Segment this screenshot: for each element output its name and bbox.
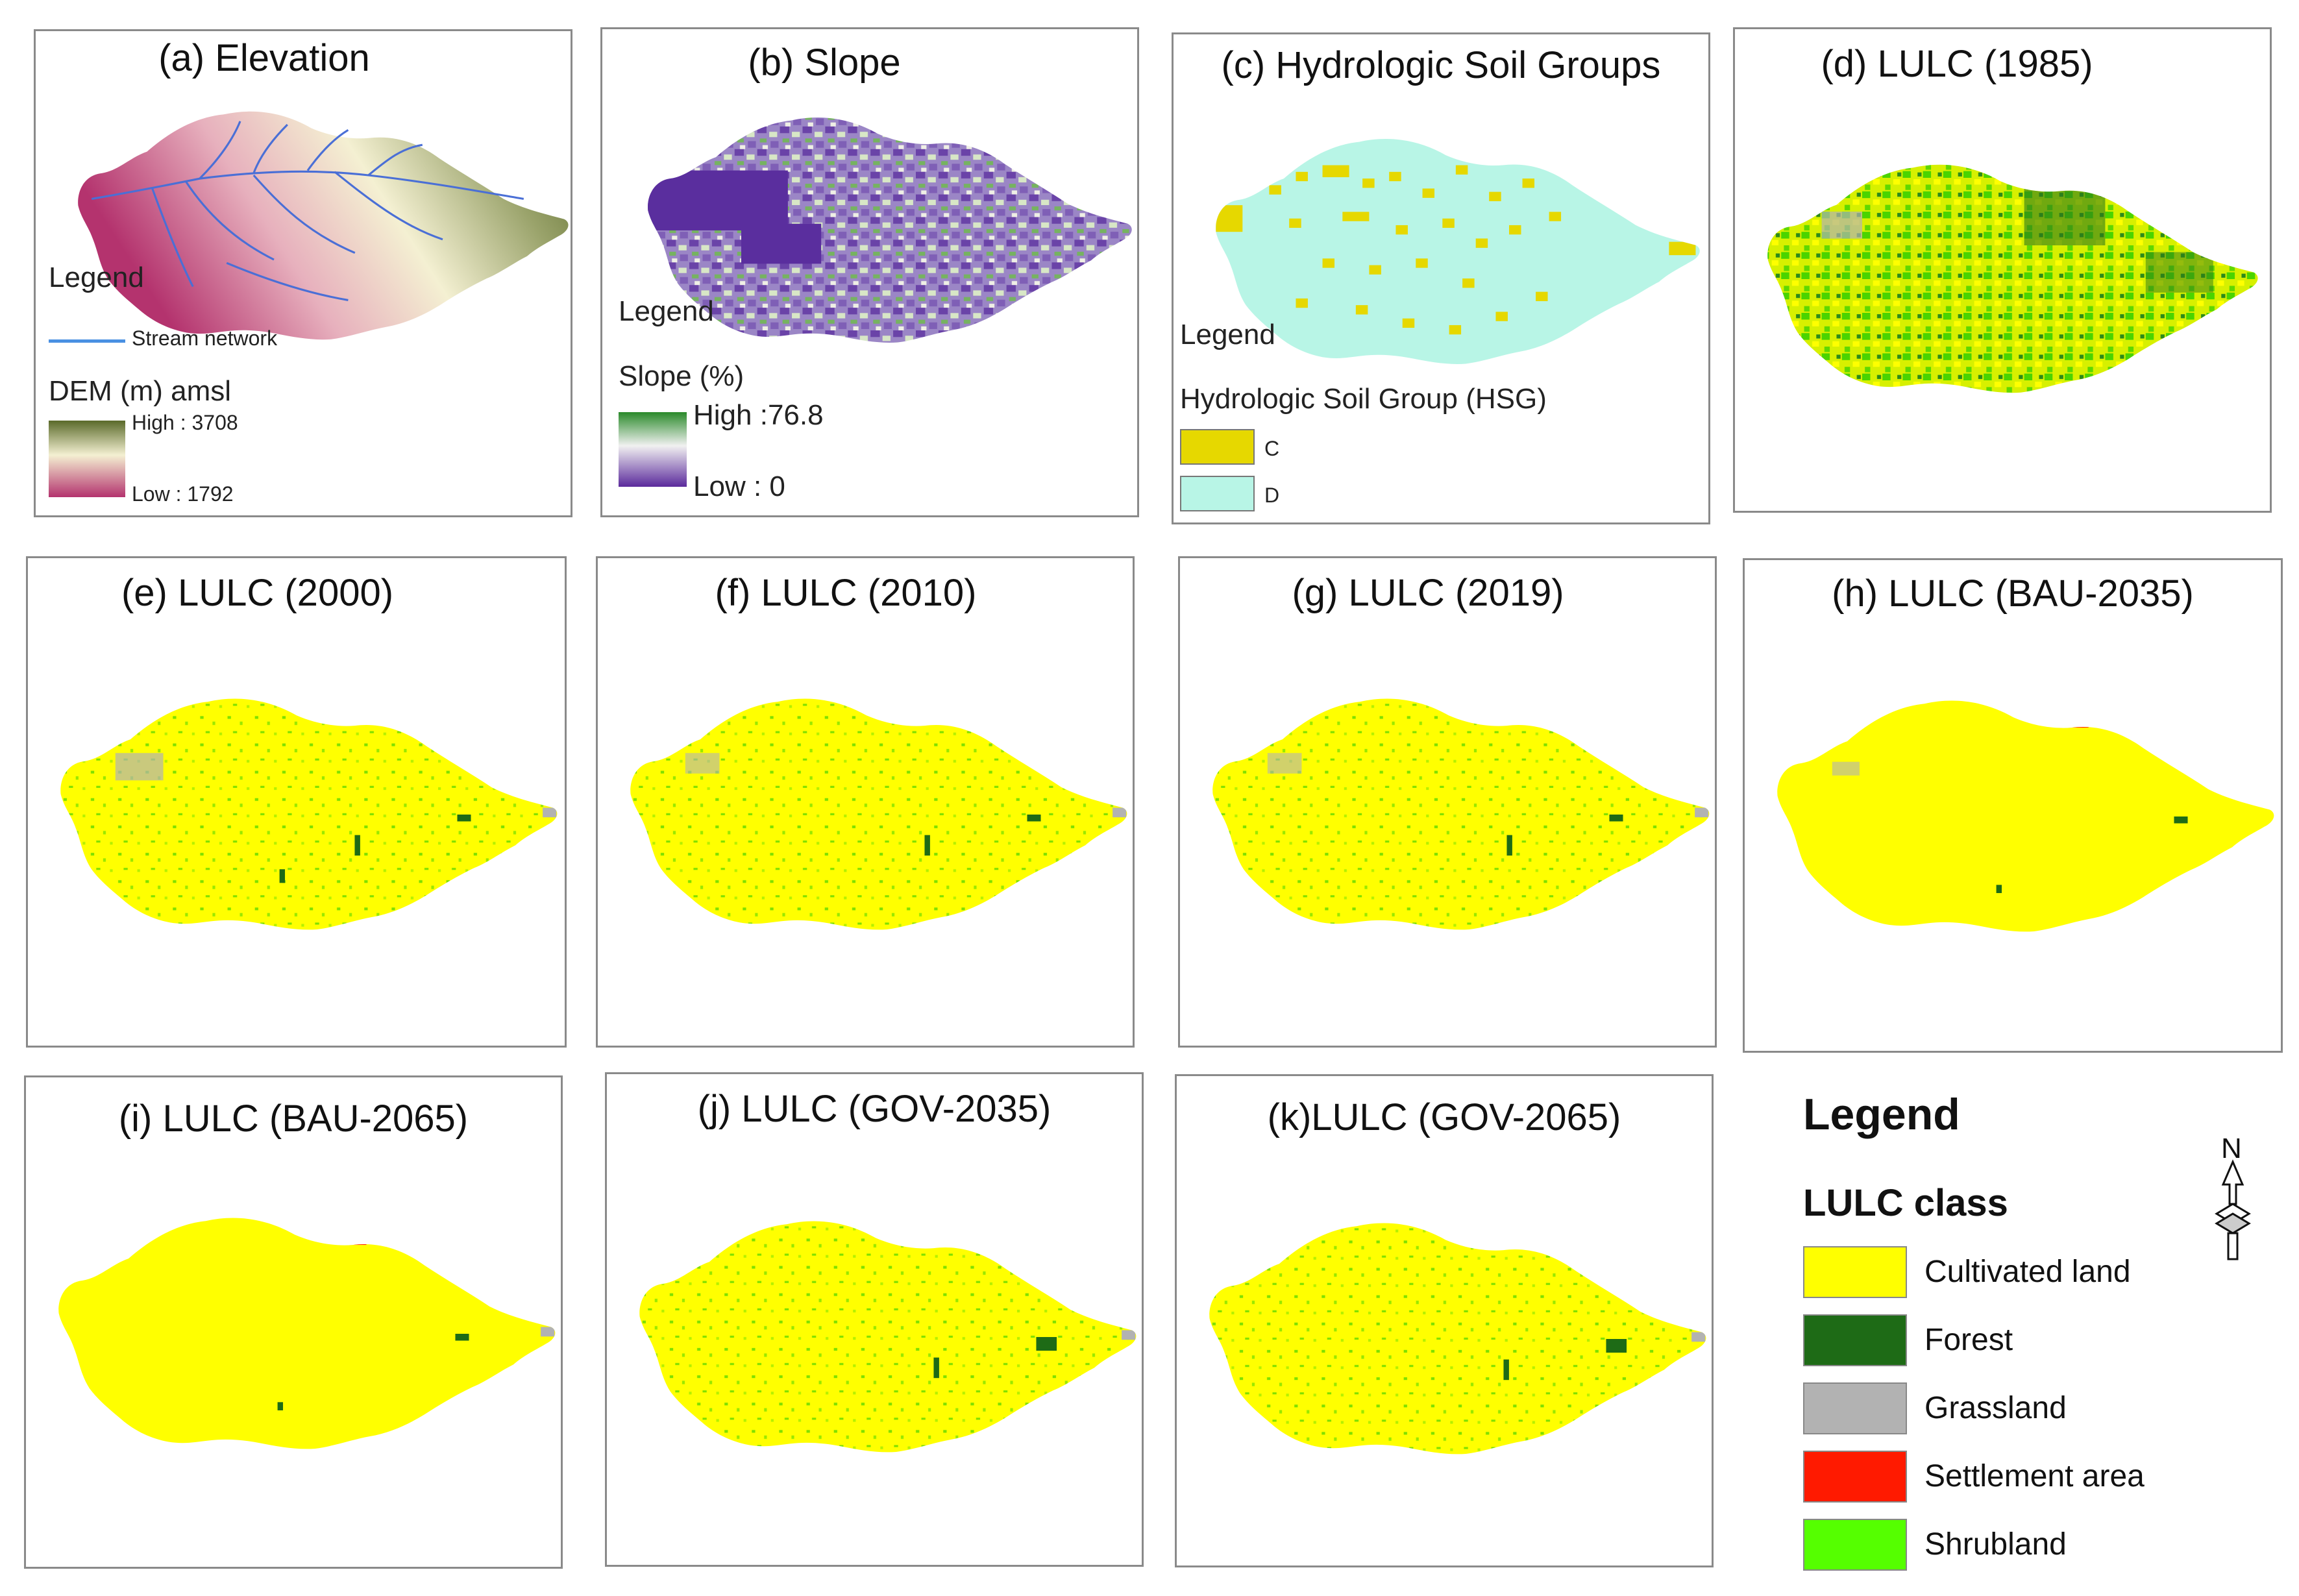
panel-title: (k)LULC (GOV-2065) — [1267, 1096, 1621, 1138]
panel-title: (b) Slope — [748, 42, 901, 84]
panel-title: (j) LULC (GOV-2035) — [697, 1088, 1051, 1130]
lulc-gov-2035-map — [639, 1221, 1137, 1453]
hsg-d-label: D — [1264, 484, 1280, 507]
label-grassland: Grassland — [1924, 1391, 2067, 1425]
north-arrow: N — [2207, 1133, 2259, 1262]
legend-label: Legend — [619, 295, 714, 327]
panel-lulc-2000: (e) LULC (2000) — [26, 556, 567, 1048]
legend-title: Legend — [1803, 1090, 1960, 1139]
swatch-settlement — [1803, 1451, 1907, 1503]
stream-network — [91, 121, 524, 301]
slope-high-label: High :76.8 — [693, 399, 824, 431]
elevation-map — [78, 111, 569, 340]
lulc-bau-2035-map — [1777, 700, 2274, 932]
dem-high-label: High : 3708 — [132, 411, 238, 434]
hsg-c-label: C — [1264, 437, 1280, 460]
panel-title: (h) LULC (BAU-2035) — [1832, 572, 2194, 615]
slope-title: Slope (%) — [619, 360, 744, 392]
hsg-map — [1216, 139, 1700, 364]
dem-gradient-swatch — [49, 421, 125, 497]
dem-low-label: Low : 1792 — [132, 482, 234, 506]
dem-title: DEM (m) amsl — [49, 375, 232, 407]
label-settlement: Settlement area — [1924, 1459, 2145, 1493]
slope-low-label: Low : 0 — [693, 471, 785, 502]
panel-lulc-2010: (f) LULC (2010) — [596, 556, 1135, 1048]
panel-hsg: (c) Hydrologic Soil Groups Legend Hydrol… — [1172, 32, 1710, 524]
panel-title: (g) LULC (2019) — [1292, 572, 1564, 614]
panel-title: (c) Hydrologic Soil Groups — [1221, 44, 1661, 86]
panel-lulc-1985: (d) LULC (1985) — [1733, 27, 2272, 513]
swatch-shrubland — [1803, 1519, 1907, 1571]
stream-legend-line — [49, 339, 125, 343]
lulc-1985-map — [1767, 164, 2258, 393]
lulc-gov-2065-map — [1209, 1223, 1706, 1455]
swatch-grassland — [1803, 1382, 1907, 1434]
legend-label: Legend — [1180, 319, 1275, 350]
panel-lulc-bau-2035: (h) LULC (BAU-2035) — [1743, 558, 2283, 1053]
panel-lulc-gov-2035: (j) LULC (GOV-2035) — [605, 1072, 1144, 1567]
panel-slope: (b) Slope Legend Slope (%) High :76.8 Lo… — [600, 27, 1139, 517]
panel-lulc-bau-2065: (i) LULC (BAU-2065) — [24, 1075, 563, 1569]
north-label: N — [2221, 1133, 2242, 1164]
hsg-c-swatch — [1180, 429, 1255, 465]
lulc-2010-map — [630, 698, 1127, 930]
panel-lulc-2019: (g) LULC (2019) — [1178, 556, 1717, 1048]
slope-map — [648, 117, 1132, 343]
hsg-d-swatch — [1180, 476, 1255, 511]
panel-title: (i) LULC (BAU-2065) — [118, 1098, 469, 1140]
swatch-cultivated — [1803, 1246, 1907, 1298]
slope-gradient-swatch — [619, 412, 687, 487]
lulc-bau-2065-map — [58, 1218, 556, 1449]
panel-title: (a) Elevation — [158, 37, 370, 79]
panel-lulc-gov-2065: (k)LULC (GOV-2065) — [1175, 1074, 1714, 1567]
lulc-2019-map — [1212, 698, 1710, 930]
legend-subtitle: LULC class — [1803, 1182, 2008, 1224]
lulc-2000-map — [60, 698, 558, 930]
lulc-legend: Legend LULC class Cultivated land Forest… — [1798, 1077, 2291, 1584]
legend-label: Legend — [49, 262, 144, 293]
panel-title: (e) LULC (2000) — [121, 572, 394, 614]
swatch-forest — [1803, 1314, 1907, 1366]
north-arrow-icon — [2215, 1159, 2251, 1260]
label-cultivated: Cultivated land — [1924, 1255, 2131, 1289]
hsg-title: Hydrologic Soil Group (HSG) — [1180, 383, 1547, 415]
panel-title: (f) LULC (2010) — [715, 572, 977, 614]
panel-elevation: (a) Elevation Legend Stream network DEM … — [34, 29, 572, 517]
panel-title: (d) LULC (1985) — [1821, 43, 2093, 85]
label-forest: Forest — [1924, 1323, 2013, 1357]
stream-legend-label: Stream network — [132, 326, 278, 350]
label-shrubland: Shrubland — [1924, 1527, 2067, 1562]
